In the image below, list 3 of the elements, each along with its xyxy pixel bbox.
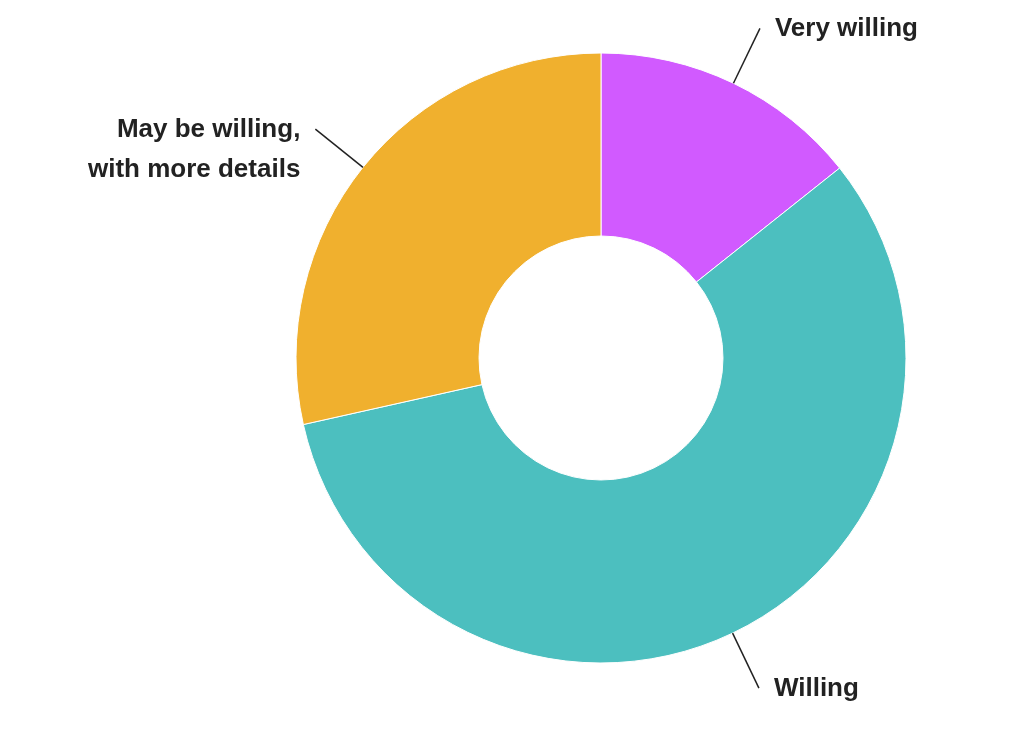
slice-label: Very willing [774,12,919,43]
slice-label: Willing [773,672,859,703]
slice-label: May be willing, with more details [86,113,301,184]
